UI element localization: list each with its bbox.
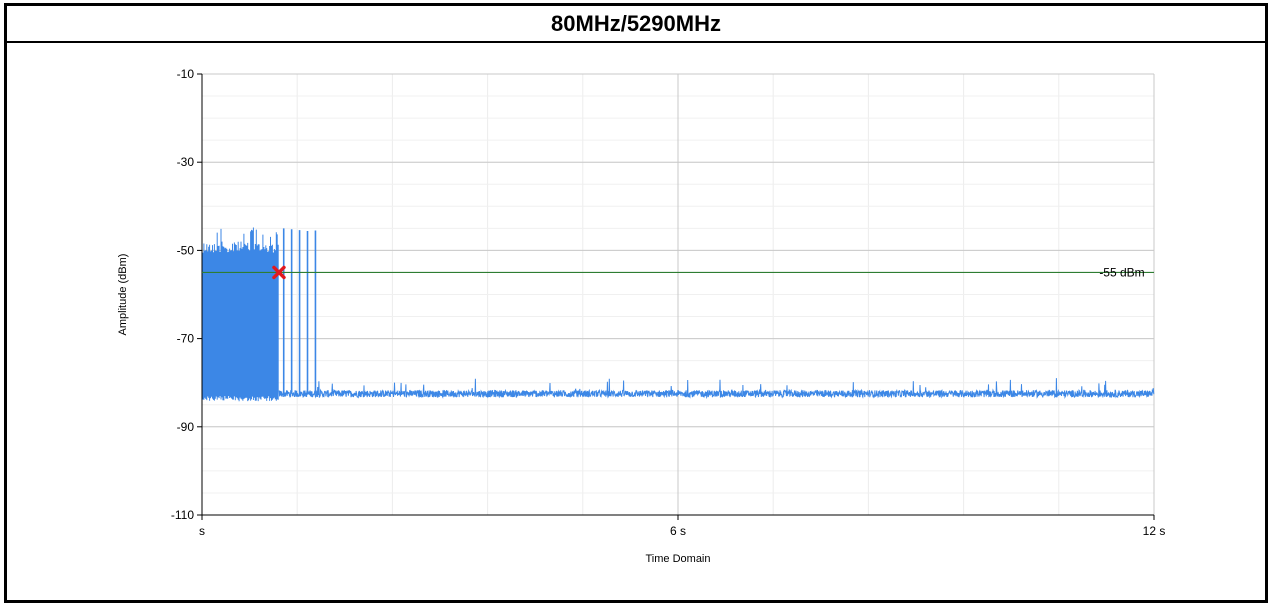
x-axis-title: Time Domain — [646, 553, 711, 565]
x-tick-label: 12 s — [1143, 524, 1166, 538]
y-tick-label: -30 — [177, 155, 195, 169]
title-bar: 80MHz/5290MHz — [7, 6, 1265, 43]
marker-x — [272, 265, 286, 280]
y-tick-label: -10 — [177, 67, 195, 81]
x-tick-label: 6 s — [670, 524, 686, 538]
y-tick-label: -50 — [177, 243, 195, 257]
grid — [201, 73, 1155, 516]
series-layer — [201, 227, 1155, 402]
marker-stroke — [272, 265, 286, 280]
axes — [197, 73, 1155, 520]
x-tick-label: s — [199, 524, 205, 538]
tick-labels: -10 -30 -50 -70 -90 -110 s 6 s 12 s — [171, 67, 1165, 538]
y-tick-label: -70 — [177, 332, 195, 346]
y-tick-label: -110 — [171, 508, 194, 522]
chart-title: 80MHz/5290MHz — [551, 10, 721, 36]
annotations: -55 dBm — [202, 265, 1154, 279]
y-axis-title: Amplitude (dBm) — [117, 254, 129, 336]
y-tick-label: -90 — [177, 420, 195, 434]
threshold-label: -55 dBm — [1099, 265, 1144, 279]
